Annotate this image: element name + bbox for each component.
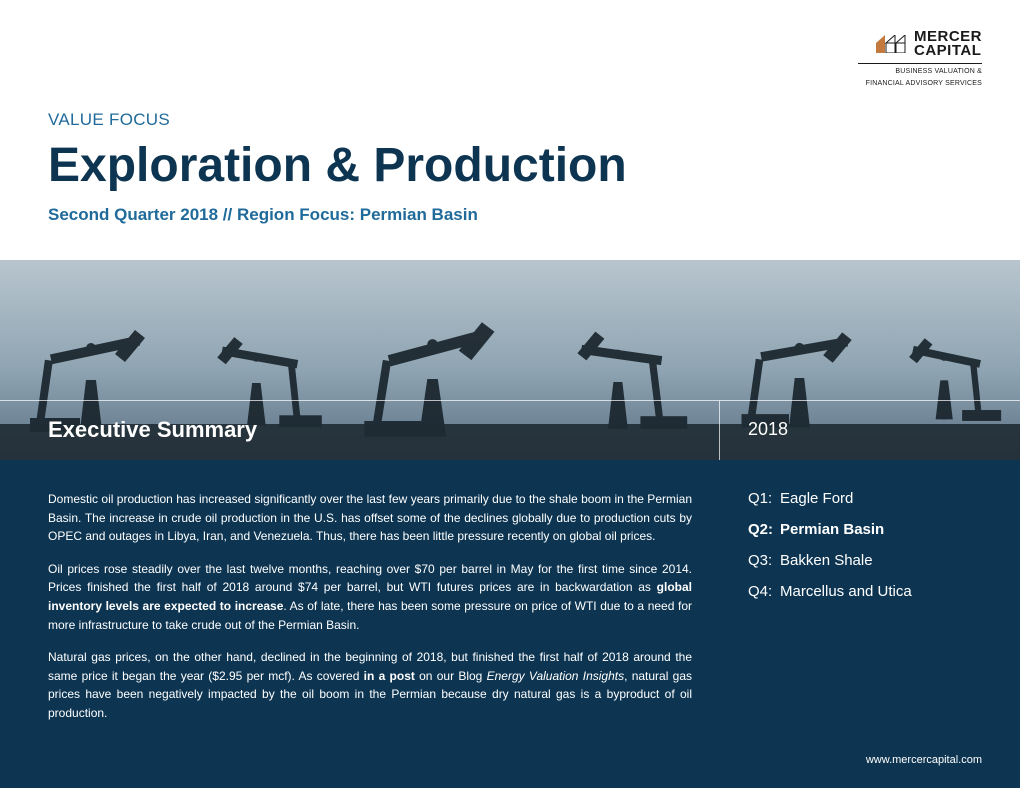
logo-text-line2: CAPITAL xyxy=(914,44,982,58)
logo-tagline-1: BUSINESS VALUATION & xyxy=(858,67,982,76)
paragraph-1: Domestic oil production has increased si… xyxy=(48,490,692,546)
document-header: VALUE FOCUS Exploration & Production Sec… xyxy=(48,110,627,225)
summary-header-bar: Executive Summary 2018 xyxy=(0,400,1020,460)
eyebrow-text: VALUE FOCUS xyxy=(48,110,627,130)
paragraph-3: Natural gas prices, on the other hand, d… xyxy=(48,648,692,722)
quarters-list: Q1:Eagle Ford Q2:Permian Basin Q3:Bakken… xyxy=(720,460,1020,788)
logo-divider xyxy=(858,63,982,64)
page-subtitle: Second Quarter 2018 // Region Focus: Per… xyxy=(48,205,627,225)
quarter-item-q3: Q3:Bakken Shale xyxy=(748,552,990,569)
paragraph-2: Oil prices rose steadily over the last t… xyxy=(48,560,692,634)
content-body: Domestic oil production has increased si… xyxy=(0,460,1020,788)
quarter-item-q4: Q4:Marcellus and Utica xyxy=(748,583,990,600)
summary-title: Executive Summary xyxy=(0,400,720,460)
footer-url: www.mercercapital.com xyxy=(866,754,982,766)
hero-image: Executive Summary 2018 xyxy=(0,260,1020,460)
quarter-item-q1: Q1:Eagle Ford xyxy=(748,490,990,507)
summary-year: 2018 xyxy=(720,400,1020,460)
logo-tagline-2: FINANCIAL ADVISORY SERVICES xyxy=(858,79,982,88)
logo-mark-icon xyxy=(876,35,908,53)
page-title: Exploration & Production xyxy=(48,138,627,193)
brand-logo: MERCER CAPITAL BUSINESS VALUATION & FINA… xyxy=(858,30,982,88)
quarter-item-q2: Q2:Permian Basin xyxy=(748,521,990,538)
summary-text: Domestic oil production has increased si… xyxy=(0,460,720,788)
